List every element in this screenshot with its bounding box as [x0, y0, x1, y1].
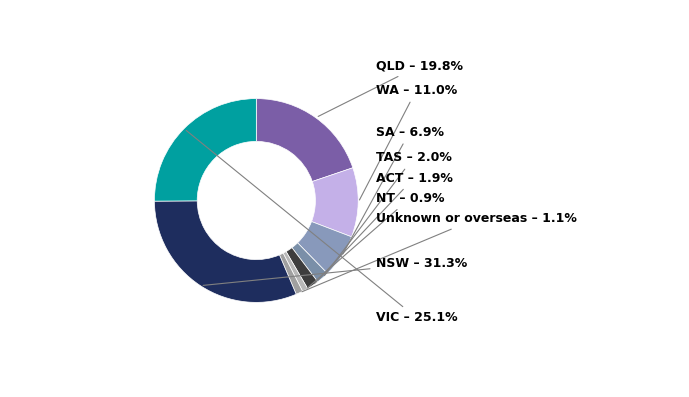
Wedge shape: [292, 243, 327, 282]
Wedge shape: [298, 222, 351, 274]
Text: ACT – 1.9%: ACT – 1.9%: [315, 172, 453, 283]
Text: SA – 6.9%: SA – 6.9%: [343, 126, 444, 254]
Wedge shape: [154, 201, 296, 303]
Wedge shape: [256, 98, 353, 181]
Text: QLD – 19.8%: QLD – 19.8%: [318, 60, 462, 116]
Text: VIC – 25.1%: VIC – 25.1%: [186, 130, 457, 324]
Text: Unknown or overseas – 1.1%: Unknown or overseas – 1.1%: [302, 212, 577, 292]
Text: NT – 0.9%: NT – 0.9%: [307, 192, 444, 288]
Wedge shape: [280, 253, 302, 294]
Text: TAS – 2.0%: TAS – 2.0%: [325, 151, 451, 276]
Wedge shape: [154, 98, 256, 201]
Text: NSW – 31.3%: NSW – 31.3%: [203, 257, 466, 285]
Wedge shape: [286, 248, 318, 289]
Text: WA – 11.0%: WA – 11.0%: [360, 84, 457, 200]
Wedge shape: [283, 252, 307, 291]
Wedge shape: [311, 168, 358, 237]
